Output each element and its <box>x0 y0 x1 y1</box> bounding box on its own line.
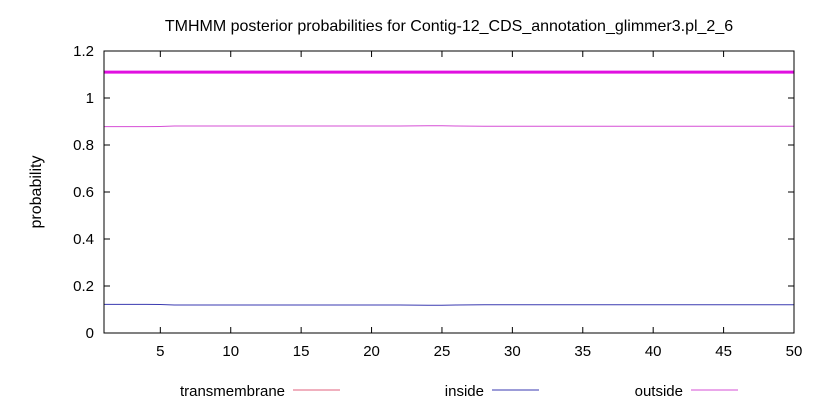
x-tick-label: 10 <box>222 343 239 360</box>
x-tick-label: 40 <box>645 343 662 360</box>
x-tick-label: 50 <box>786 343 803 360</box>
x-axis-ticks: 5 10 15 20 25 30 35 40 45 50 <box>156 51 802 360</box>
legend: transmembrane inside outside <box>180 383 738 400</box>
y-tick-label: 0 <box>86 325 94 342</box>
x-tick-label: 45 <box>715 343 732 360</box>
x-tick-label: 20 <box>363 343 380 360</box>
x-tick-label: 35 <box>574 343 591 360</box>
legend-label-outside: outside <box>635 383 683 400</box>
y-tick-label: 0.8 <box>73 137 94 154</box>
x-tick-label: 5 <box>156 343 164 360</box>
x-tick-label: 30 <box>504 343 521 360</box>
x-tick-label: 25 <box>434 343 451 360</box>
series-lines <box>104 125 794 334</box>
y-axis-label: probability <box>28 156 45 229</box>
y-tick-label: 0.4 <box>73 231 94 248</box>
y-tick-label: 1 <box>86 90 94 107</box>
y-tick-label: 0.2 <box>73 278 94 295</box>
x-tick-label: 15 <box>293 343 310 360</box>
series-line-inside <box>104 303 794 306</box>
chart-title: TMHMM posterior probabilities for Contig… <box>165 18 733 35</box>
y-axis-ticks: 0 0.2 0.4 0.6 0.8 1 1.2 <box>73 43 794 342</box>
series-line-outside <box>104 125 794 128</box>
y-tick-label: 0.6 <box>73 184 94 201</box>
legend-label-inside: inside <box>445 383 484 400</box>
legend-label-transmembrane: transmembrane <box>180 383 285 400</box>
y-tick-label: 1.2 <box>73 43 94 60</box>
plot-frame <box>103 50 795 334</box>
